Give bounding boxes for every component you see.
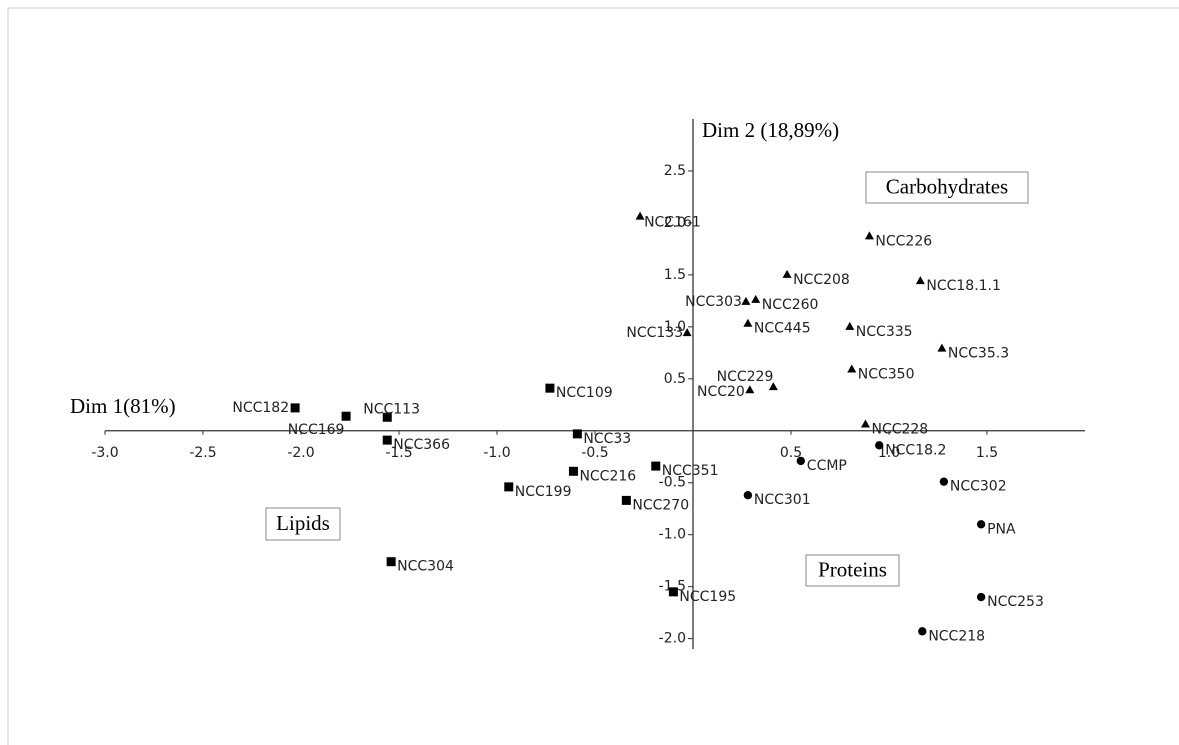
point <box>745 385 755 394</box>
y-tick-label: 0.5 <box>664 371 686 387</box>
point-label: NCC228 <box>871 422 928 438</box>
point-label: NCC113 <box>363 401 420 417</box>
point <box>976 520 986 529</box>
point-label: NCC18.2 <box>885 442 946 458</box>
point-label: NCC20 <box>697 384 745 400</box>
point-label: NCC133 <box>626 325 683 341</box>
point-label: NCC351 <box>662 463 719 479</box>
x-tick-label: -0.5 <box>581 445 608 461</box>
annotation-box <box>265 507 341 541</box>
point-label: NCC161 <box>644 215 701 231</box>
y-tick-label: -0.5 <box>659 475 686 491</box>
point-label: NCC350 <box>858 366 915 382</box>
point <box>682 328 692 337</box>
point <box>847 364 857 373</box>
y-tick-label: -2.0 <box>659 631 686 647</box>
point <box>937 343 947 352</box>
point <box>741 296 751 305</box>
annotation-box <box>805 554 900 587</box>
point <box>751 294 761 303</box>
point-label: NCC366 <box>393 437 450 453</box>
point-label: NCC253 <box>987 594 1044 610</box>
point <box>668 587 678 597</box>
point-label: NCC260 <box>762 297 819 313</box>
point-label: PNA <box>987 521 1016 537</box>
point <box>918 627 927 636</box>
point-label: NCC226 <box>875 233 932 249</box>
y-tick-label: 2.0 <box>664 215 686 231</box>
point <box>651 461 661 471</box>
point <box>939 477 949 486</box>
point-label: NCC109 <box>556 385 613 401</box>
x-tick-label: -2.0 <box>287 445 314 461</box>
y-tick-label: 1.0 <box>664 319 686 335</box>
point <box>382 435 392 445</box>
annotation: Lipids <box>276 511 330 535</box>
point-label: NCC303 <box>685 294 742 310</box>
point-label: NCC35.3 <box>948 346 1009 362</box>
point <box>782 269 792 278</box>
x-tick-label: -1.0 <box>483 445 510 461</box>
point-label: NCC199 <box>515 484 572 500</box>
y-tick-label: -1.0 <box>659 527 686 543</box>
point-label: NCC33 <box>583 431 631 447</box>
point-label: NCC18.1.1 <box>926 278 1001 294</box>
x-tick-label: 0.5 <box>780 445 802 461</box>
point <box>382 412 392 422</box>
point-label: CCMP <box>807 458 847 474</box>
point <box>743 490 753 500</box>
point <box>796 456 805 466</box>
point <box>976 592 986 602</box>
x-tick-label: -1.5 <box>385 445 412 461</box>
point-label: NCC302 <box>950 479 1007 495</box>
x-tick-label: -3.0 <box>91 445 118 461</box>
point-label: NCC229 <box>717 369 774 385</box>
annotation: Proteins <box>818 557 887 581</box>
point-label: NCC445 <box>754 321 811 337</box>
point <box>743 318 753 327</box>
point <box>875 441 884 450</box>
point-label: NCC182 <box>232 400 289 416</box>
y-axis-title: Dim 2 (18,89%) <box>702 118 839 142</box>
point <box>290 403 300 413</box>
point-label: NCC270 <box>632 497 689 513</box>
point <box>504 482 514 492</box>
point <box>860 419 870 428</box>
point-label: NCC216 <box>579 468 636 484</box>
point-label: NCC208 <box>793 272 850 288</box>
point <box>768 382 778 391</box>
point <box>635 211 645 220</box>
y-tick-label: 1.5 <box>664 267 686 283</box>
x-tick-label: -2.5 <box>189 445 216 461</box>
point <box>621 495 631 505</box>
y-tick-label: 2.5 <box>664 163 686 179</box>
x-tick-label: 1.5 <box>976 445 998 461</box>
point <box>568 466 578 476</box>
point <box>845 321 855 330</box>
point <box>915 276 925 285</box>
point-label: NCC304 <box>397 559 454 575</box>
point-label: NCC301 <box>754 492 811 508</box>
point <box>341 411 351 421</box>
annotation: Carbohydrates <box>886 174 1008 198</box>
x-axis-title: Dim 1(81%) <box>70 394 176 418</box>
point-label: NCC335 <box>856 324 913 340</box>
y-tick-label: -1.5 <box>659 579 686 595</box>
x-tick-label: 1.0 <box>878 445 900 461</box>
point-label: NCC195 <box>679 589 736 605</box>
point <box>545 383 555 393</box>
point <box>386 557 396 567</box>
annotation-box <box>865 171 1029 204</box>
point <box>572 429 582 439</box>
point <box>864 231 874 240</box>
point-label: NCC218 <box>928 628 985 644</box>
point-label: NCC169 <box>288 422 345 438</box>
